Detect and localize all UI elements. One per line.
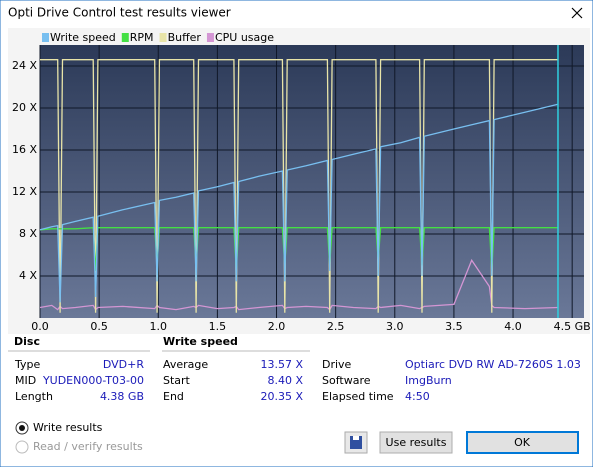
field-label: Software xyxy=(322,374,371,387)
legend-label: RPM xyxy=(130,31,154,44)
legend-swatch xyxy=(42,33,49,42)
y-tick-label: 4 X xyxy=(19,269,37,282)
section-header: Write speed xyxy=(163,335,238,348)
field-value: ImgBurn xyxy=(405,374,452,387)
x-tick-label: 0.0 xyxy=(31,320,49,333)
field-value: 4:50 xyxy=(405,390,430,403)
y-tick-label: 8 X xyxy=(19,227,37,240)
y-tick-label: 12 X xyxy=(12,185,37,198)
x-tick-label: 3.5 xyxy=(445,320,463,333)
x-tick-label: 3.0 xyxy=(386,320,404,333)
save-icon xyxy=(353,436,359,440)
section-header: Disc xyxy=(14,335,40,348)
x-tick-label: 0.5 xyxy=(90,320,108,333)
x-tick-label: 4.0 xyxy=(504,320,522,333)
y-tick-label: 24 X xyxy=(12,59,37,72)
legend-swatch xyxy=(206,33,214,42)
legend-swatch xyxy=(159,33,167,42)
chart: 4 X 8 X 12 X 16 X 20 X 24 X 0.0 0.5 1.0 1.5 2.0 2.5… xyxy=(12,31,591,333)
field-label: MID xyxy=(15,374,36,387)
field-value: 20.35 X xyxy=(260,390,303,403)
radio-label[interactable]: Write results xyxy=(33,421,103,434)
legend-label: Write speed xyxy=(50,31,116,44)
x-tick-label: 2.0 xyxy=(268,320,286,333)
field-label: Start xyxy=(163,374,191,387)
series-line xyxy=(39,103,559,303)
radio-dot xyxy=(19,425,25,431)
button-label[interactable]: OK xyxy=(514,436,531,449)
field-label: Length xyxy=(15,390,53,403)
field-value: YUDEN000-T03-00 xyxy=(42,374,144,387)
legend-label: CPU usage xyxy=(215,31,274,44)
close-button[interactable] xyxy=(571,7,583,19)
plot-area xyxy=(40,45,584,318)
button-label[interactable]: Use results xyxy=(386,436,447,449)
field-value: DVD+R xyxy=(103,358,144,371)
radio-label[interactable]: Read / verify results xyxy=(33,440,143,453)
button[interactable] xyxy=(379,431,453,454)
field-label: End xyxy=(163,390,184,403)
field-value: Optiarc DVD RW AD-7260S 1.03 xyxy=(405,358,581,371)
x-tick-label: 1.5 xyxy=(209,320,227,333)
window-title: Opti Drive Control test results viewer xyxy=(8,6,231,20)
field-label: Type xyxy=(14,358,40,371)
y-tick-label: 16 X xyxy=(12,143,37,156)
radio[interactable] xyxy=(15,440,29,454)
info: Type DVD+R MID YUDEN000-T03-00 Length 4.38 GB… xyxy=(14,358,581,403)
field-value: 13.57 X xyxy=(260,358,303,371)
button[interactable] xyxy=(466,431,579,454)
field-label: Drive xyxy=(322,358,352,371)
field-value: 4.38 GB xyxy=(100,390,144,403)
field-value: 8.40 X xyxy=(267,374,303,387)
legend-label: Buffer xyxy=(168,31,202,44)
x-tick-label: 2.5 xyxy=(327,320,345,333)
field-label: Average xyxy=(163,358,208,371)
field-label: Elapsed time xyxy=(322,390,394,403)
x-tick-label: 4.5 GB xyxy=(554,320,591,333)
y-tick-label: 20 X xyxy=(12,101,37,114)
legend-swatch xyxy=(121,33,129,42)
x-tick-label: 1.0 xyxy=(150,320,168,333)
